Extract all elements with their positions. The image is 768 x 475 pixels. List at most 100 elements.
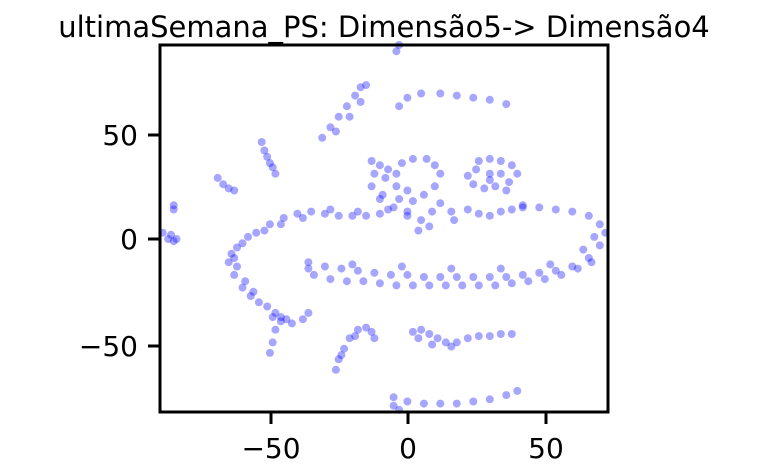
- scatter-point-14-12: [428, 340, 437, 349]
- scatter-point-2-2: [224, 184, 233, 193]
- scatter-point-12-3: [265, 348, 274, 357]
- scatter-point-3-2: [263, 152, 272, 161]
- scatter-point-9-0: [463, 205, 472, 214]
- scatter-point-11-33: [425, 281, 434, 290]
- scatter-point-4-4: [351, 91, 360, 100]
- plot-frame: [158, 43, 610, 414]
- scatter-point-10-26: [271, 308, 280, 317]
- scatter-point-11-10: [469, 273, 478, 281]
- scatter-point-9-3: [496, 207, 505, 216]
- scatter-point-14-5: [452, 338, 461, 347]
- scatter-point-8-3: [507, 161, 516, 170]
- scatter-point-0-4: [172, 235, 181, 243]
- scatter-point-15-5: [452, 399, 461, 408]
- scatter-point-14-3: [433, 334, 442, 343]
- scatter-point-7-15: [370, 169, 379, 178]
- scatter-point-6-5: [469, 93, 478, 102]
- scatter-point-7-21: [428, 207, 437, 216]
- scatter-point-10-22: [238, 283, 247, 292]
- scatter-point-8-12: [496, 169, 505, 178]
- scatter-point-12-5: [287, 319, 296, 328]
- scatter-point-11-39: [524, 277, 533, 286]
- scatter-point-11-21: [584, 211, 593, 220]
- scatter-point-14-1: [417, 325, 426, 334]
- scatter-point-14-7: [474, 332, 483, 341]
- scatter-point-14-11: [414, 334, 423, 343]
- scatter-point-10-21: [230, 270, 239, 279]
- scatter-point-10-16: [276, 220, 285, 229]
- scatter-point-7-6: [422, 154, 431, 163]
- scatter-point-15-4: [436, 399, 445, 408]
- scatter-point-11-2: [337, 264, 346, 273]
- scatter-point-6-1: [403, 93, 412, 102]
- chart-title: ultimaSemana_PS: Dimensão5-> Dimensão4: [58, 10, 710, 44]
- scatter-point-10-5: [293, 209, 302, 218]
- scatter-point-15-8: [502, 391, 511, 400]
- scatter-point-3-3: [265, 159, 274, 168]
- scatter-point-7-3: [392, 169, 401, 178]
- scatter-point-9-4: [507, 205, 516, 214]
- scatter-point-11-51: [590, 232, 599, 241]
- scatter-point-2-1: [219, 180, 228, 189]
- scatter-point-7-9: [430, 182, 439, 191]
- scatter-point-11-48: [496, 264, 505, 273]
- scatter-point-9-5: [518, 203, 527, 212]
- scatter-point-1-1: [169, 205, 178, 214]
- scatter-point-3-1: [260, 146, 269, 155]
- scatter-point-7-18: [389, 203, 398, 212]
- scatter-point-11-9: [452, 273, 461, 281]
- scatter-point-10-9: [348, 211, 357, 220]
- scatter-point-10-10: [362, 211, 371, 220]
- scatter-point-2-0: [213, 173, 222, 182]
- scatter-point-11-31: [392, 281, 401, 290]
- scatter-point-11-29: [359, 277, 368, 286]
- scatter-point-11-15: [551, 266, 560, 275]
- scatter-point-6-0: [395, 102, 404, 111]
- scatter-point-11-5: [386, 270, 395, 279]
- scatter-point-11-35: [458, 281, 467, 290]
- scatter-point-15-3: [419, 399, 428, 408]
- scatter-point-13-7: [370, 334, 379, 343]
- scatter-point-12-1: [271, 325, 280, 334]
- scatter-point-13-9: [337, 351, 346, 360]
- scatter-point-13-2: [340, 344, 349, 353]
- scatter-point-7-14: [381, 173, 390, 182]
- scatter-point-7-24: [450, 216, 459, 225]
- scatter-point-8-8: [469, 180, 478, 189]
- scatter-point-2-3: [230, 186, 239, 195]
- scatter-point-10-0: [230, 254, 239, 262]
- scatter-point-11-46: [397, 262, 406, 271]
- scatter-point-15-2: [403, 397, 412, 406]
- scatter-point-14-4: [441, 338, 450, 347]
- scatter-point-8-7: [480, 184, 489, 193]
- scatter-point-14-10: [507, 330, 516, 338]
- scatter-point-11-37: [491, 281, 500, 290]
- scatter-point-11-27: [326, 275, 335, 284]
- scatter-point-8-5: [505, 178, 514, 187]
- scatter-point-11-4: [370, 268, 379, 277]
- scatter-point-10-19: [233, 243, 241, 252]
- scatter-point-10-24: [254, 298, 263, 307]
- scatter-point-11-13: [518, 270, 527, 279]
- scatter-point-11-0: [304, 258, 313, 267]
- scatter-point-0-3: [169, 237, 178, 246]
- scatter-point-7-17: [375, 195, 384, 203]
- scatter-point-7-5: [408, 154, 417, 163]
- scatter-point-10-2: [252, 228, 261, 237]
- scatter-point-11-42: [573, 264, 582, 273]
- scatter-point-10-14: [326, 205, 335, 214]
- scatter-point-10-12: [384, 205, 393, 214]
- scatter-point-10-15: [298, 214, 307, 222]
- scatter-point-13-1: [334, 355, 343, 364]
- scatter-point-6-6: [485, 95, 494, 104]
- scatter-point-7-27: [403, 207, 412, 216]
- scatter-point-11-20: [595, 220, 604, 229]
- scatter-point-13-4: [353, 325, 362, 334]
- scatter-point-10-20: [224, 258, 233, 267]
- y-tick-label-0: 0: [120, 223, 138, 256]
- scatter-point-10-17: [260, 226, 269, 235]
- scatter-point-7-29: [378, 190, 387, 199]
- scatter-point-9-2: [485, 211, 494, 220]
- scatter-point-7-7: [430, 161, 439, 170]
